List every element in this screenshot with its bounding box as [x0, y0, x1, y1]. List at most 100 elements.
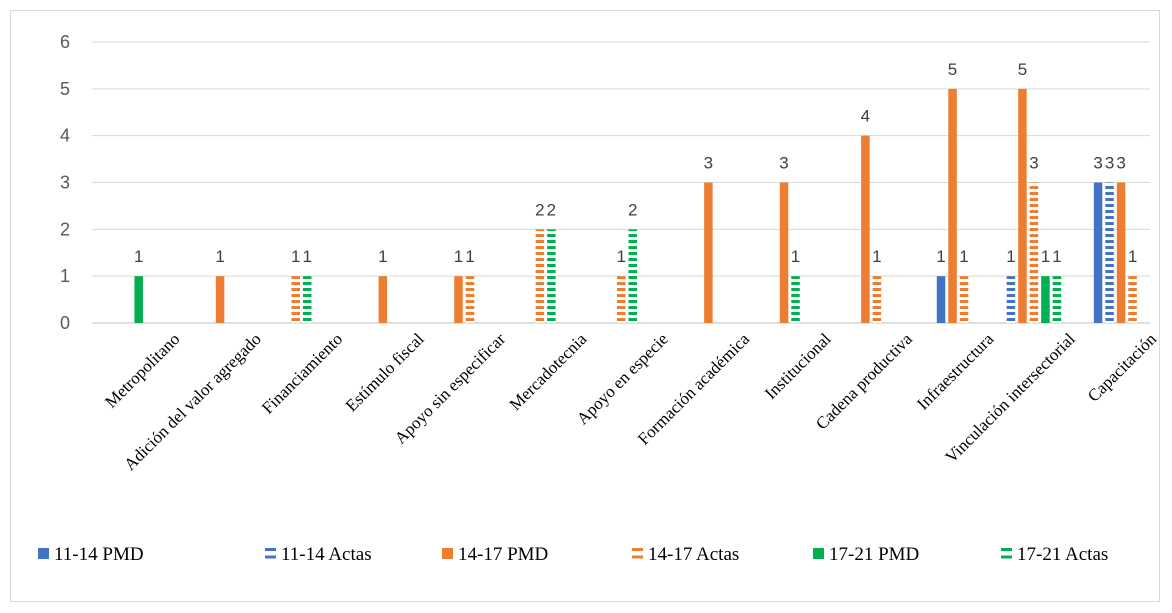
legend-swatch [1001, 548, 1012, 551]
legend-swatch [442, 548, 453, 559]
data-label: 5 [1018, 60, 1027, 79]
bar-14-17-pmd [779, 182, 789, 323]
bar-14-17-actas [617, 276, 626, 323]
category-label: Metropolitano [101, 329, 183, 411]
legend-swatch [632, 555, 643, 559]
bar-14-17-actas [291, 276, 300, 323]
bar-14-17-actas [1128, 276, 1137, 323]
data-label: 4 [861, 107, 870, 126]
legend-label: 14-17 PMD [458, 544, 548, 565]
data-label: 1 [1006, 247, 1015, 266]
bar-14-17-pmd [378, 276, 388, 323]
bar-17-21-actas [1052, 276, 1062, 323]
category-label: Adición del valor agregado [120, 329, 265, 474]
data-label: 1 [959, 247, 968, 266]
chart-frame [10, 10, 1160, 602]
legend-swatch [1001, 555, 1012, 559]
y-tick-label: 0 [60, 313, 70, 333]
legend-swatch [632, 548, 643, 551]
legend-item: 17-21 Actas [1001, 544, 1108, 565]
bar-14-17-actas [872, 276, 882, 323]
bars [134, 88, 1137, 323]
data-label: 1 [378, 247, 387, 266]
data-label: 3 [1116, 154, 1125, 173]
data-label: 1 [872, 247, 881, 266]
data-label: 2 [628, 200, 637, 219]
legend-label: 11-14 PMD [54, 544, 144, 565]
legend-item: 11-14 Actas [265, 544, 372, 565]
bar-11-14-actas [1105, 182, 1114, 323]
bar-17-21-actas [547, 229, 556, 323]
legend-swatch [38, 548, 49, 559]
category-label: Institucional [761, 329, 835, 403]
legend-item: 17-21 PMD [813, 544, 919, 565]
data-label: 1 [1128, 247, 1137, 266]
bar-14-17-pmd [1116, 182, 1126, 323]
data-label: 1 [302, 247, 311, 266]
y-tick-label: 5 [60, 79, 70, 99]
bar-11-14-pmd [936, 276, 946, 323]
data-label: 1 [936, 247, 945, 266]
data-label: 2 [547, 200, 556, 219]
legend: 11-14 PMD 11-14 Actas 14-17 PMD 14-17 Actas… [38, 544, 1108, 565]
bar-14-17-pmd [1018, 88, 1027, 323]
bar-17-21-actas [791, 276, 800, 323]
legend-item: 11-14 PMD [38, 544, 144, 565]
category-label: Estímulo fiscal [342, 329, 428, 415]
bar-17-21-pmd [134, 276, 143, 323]
y-tick-label: 1 [60, 266, 70, 286]
data-label: 1 [791, 247, 800, 266]
bar-14-17-pmd [704, 182, 713, 323]
data-label: 3 [1029, 154, 1038, 173]
data-label: 2 [535, 200, 544, 219]
gridlines [92, 41, 1150, 324]
data-label: 1 [291, 247, 300, 266]
legend-item: 14-17 Actas [632, 544, 739, 565]
bar-17-21-pmd [1041, 276, 1050, 323]
data-label: 1 [1041, 247, 1050, 266]
bar-14-17-actas [535, 229, 545, 323]
bar-14-17-actas [1029, 182, 1039, 323]
bar-14-17-pmd [215, 276, 225, 323]
data-label: 1 [1052, 247, 1061, 266]
legend-label: 17-21 PMD [829, 544, 919, 565]
legend-swatch [813, 548, 824, 559]
y-tick-label: 2 [60, 219, 70, 239]
category-label: Mercadotecnia [506, 329, 591, 414]
legend-item: 14-17 PMD [442, 544, 548, 565]
data-label: 1 [134, 247, 143, 266]
y-tick-label: 6 [60, 32, 70, 52]
bar-11-14-actas [1006, 276, 1016, 323]
y-tick-label: 4 [60, 126, 70, 146]
legend-label: 11-14 Actas [281, 544, 372, 565]
bar-14-17-actas [959, 276, 969, 323]
legend-label: 14-17 Actas [648, 544, 739, 565]
data-label: 1 [617, 247, 626, 266]
category-label: Financiamiento [258, 329, 346, 417]
data-label: 1 [454, 247, 463, 266]
category-label: Infraestructura [913, 329, 998, 414]
data-label: 3 [704, 154, 713, 173]
bar-14-17-pmd [454, 276, 463, 323]
bar-11-14-pmd [1093, 182, 1103, 323]
y-axis-ticks: 0 1 2 3 4 5 6 [60, 32, 70, 333]
legend-label: 17-21 Actas [1017, 544, 1108, 565]
bar-17-21-actas [628, 229, 637, 323]
legend-swatch [265, 548, 276, 551]
data-label: 5 [948, 60, 957, 79]
category-label: Capacitación [1084, 329, 1161, 406]
data-label: 1 [465, 247, 474, 266]
data-label: 1 [215, 247, 224, 266]
y-tick-label: 3 [60, 173, 70, 193]
bar-14-17-actas [465, 276, 475, 323]
data-label: 3 [1105, 154, 1114, 173]
bar-14-17-pmd [948, 88, 957, 323]
bar-14-17-pmd [861, 135, 870, 323]
bar-17-21-actas [302, 276, 312, 323]
data-label: 3 [1093, 154, 1102, 173]
legend-swatch [265, 555, 276, 559]
data-label: 3 [779, 154, 788, 173]
